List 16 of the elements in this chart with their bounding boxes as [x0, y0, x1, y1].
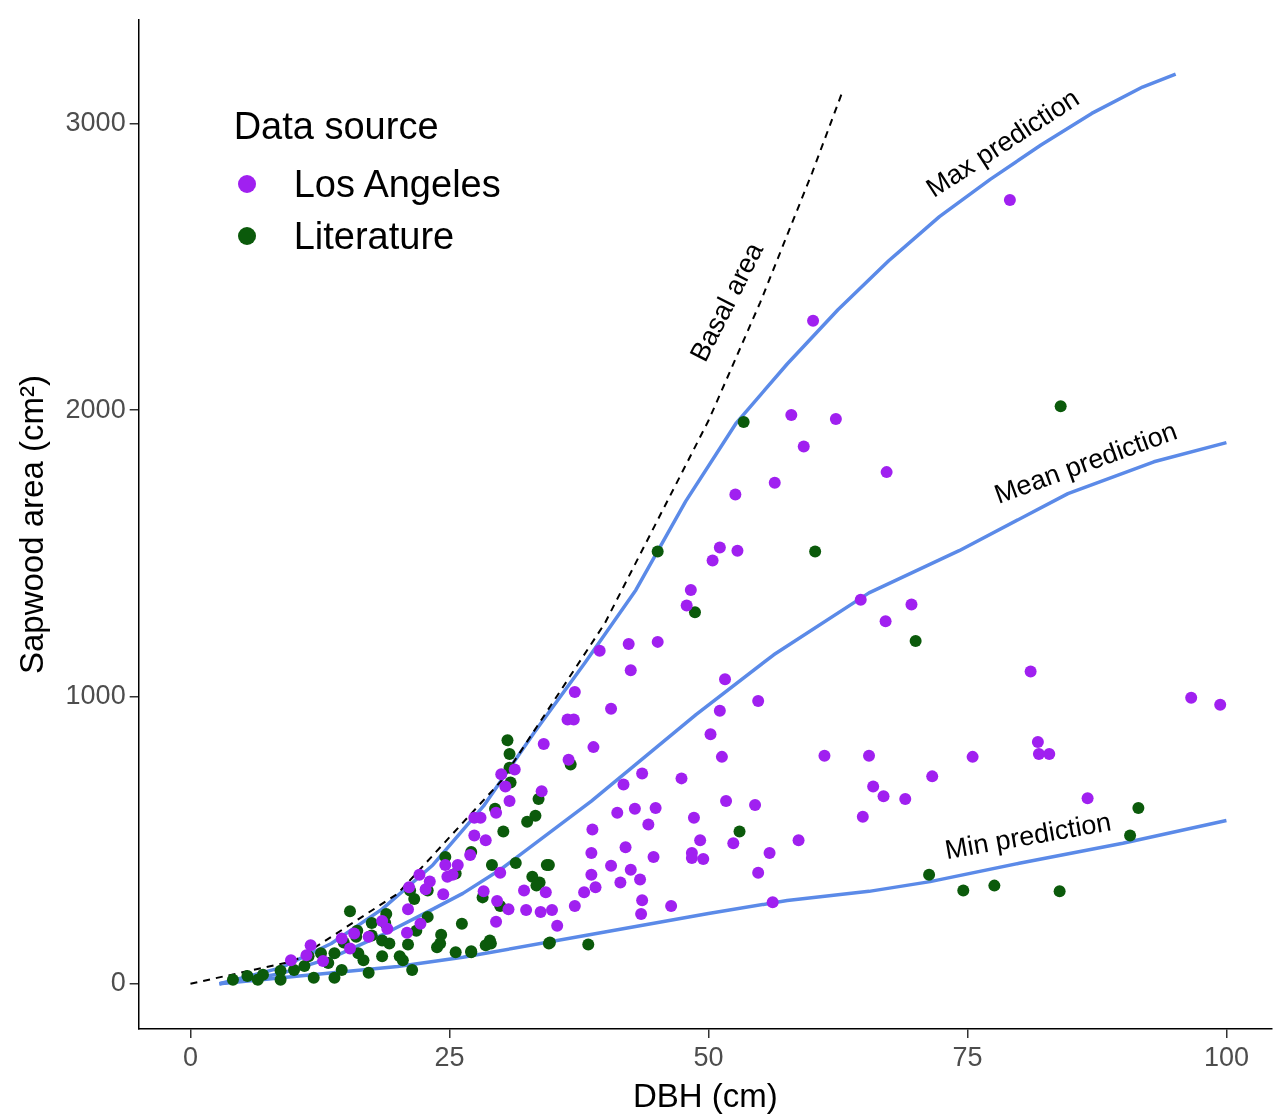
y-tick-label: 0	[110, 967, 126, 998]
y-tick-label: 2000	[65, 393, 126, 424]
x-tick-label: 50	[693, 1041, 724, 1072]
legend-label: Los Angeles	[293, 162, 501, 206]
legend-title: Data source	[233, 105, 440, 149]
x-tick-label: 75	[952, 1041, 983, 1072]
x-tick-label: 100	[1203, 1041, 1249, 1072]
text: Min prediction	[942, 806, 1114, 866]
y-axis-title: Sapwood area (cm²)	[12, 375, 50, 675]
legend-label: Literature	[293, 214, 455, 258]
x-axis-title: DBH (cm)	[632, 1077, 778, 1115]
y-tick-label: 1000	[65, 680, 126, 711]
text: Basal area	[683, 236, 770, 367]
x-tick-label: 25	[434, 1041, 465, 1072]
x-tick-label: 0	[182, 1041, 198, 1072]
y-tick-label: 3000	[65, 106, 126, 137]
